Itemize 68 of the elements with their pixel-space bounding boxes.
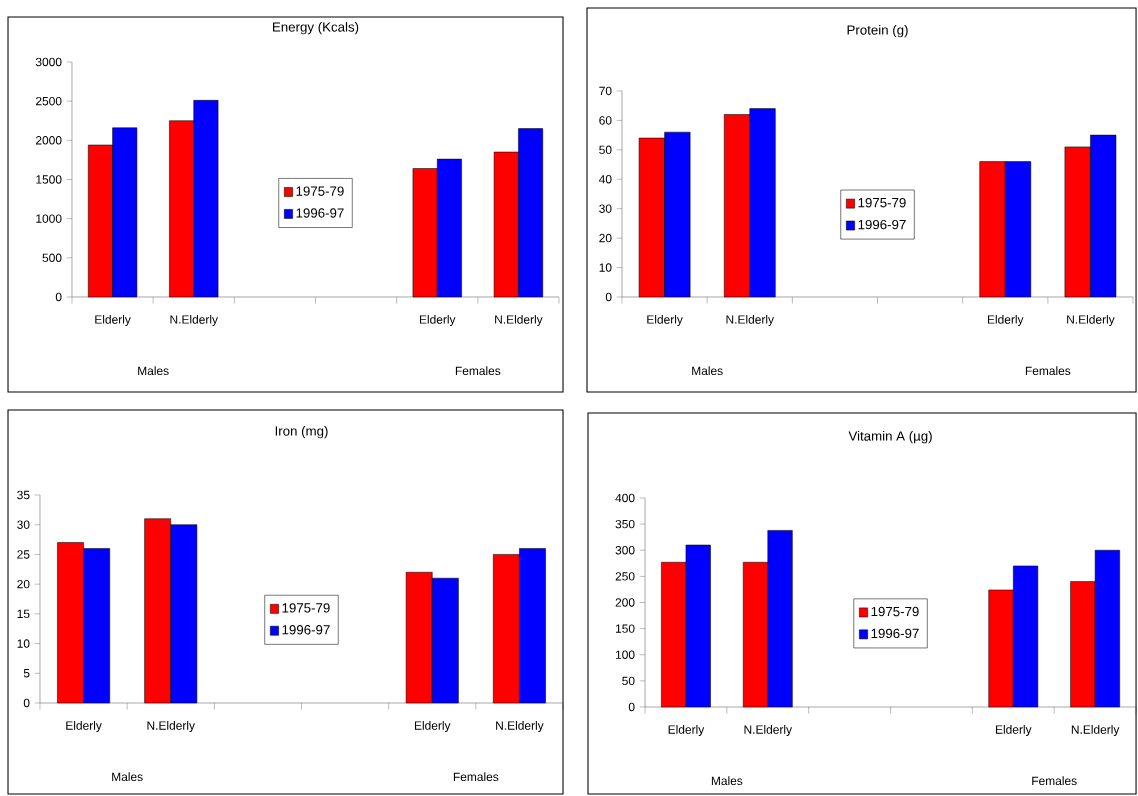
y-tick-label: 30 <box>599 204 612 213</box>
text: Females <box>453 772 499 782</box>
y-tick-label: 70 <box>599 86 612 96</box>
x-tick-label: N.Elderly <box>496 720 544 733</box>
x-tick-label: Elderly <box>647 314 683 327</box>
chart-title: Vitamin A (µg) <box>848 430 932 444</box>
y-tick-label: 250 <box>615 572 635 581</box>
legend-label: 1975-79 <box>296 186 344 196</box>
y-tick-label: 10 <box>599 263 612 272</box>
text: Females <box>1032 776 1077 786</box>
y-tick-label: 50 <box>599 145 612 155</box>
x-tick-label: N.Elderly <box>1067 314 1115 327</box>
y-tick-label: 50 <box>622 676 635 686</box>
x-tick-label: Elderly <box>66 720 102 733</box>
y-tick-label: 300 <box>615 546 635 555</box>
y-tick-label: 0 <box>628 702 635 712</box>
y-tick-label: 10 <box>17 639 30 648</box>
text: Females <box>1025 366 1071 376</box>
text: Males <box>711 776 743 786</box>
x-tick-label: N.Elderly <box>147 720 195 733</box>
legend-label: 1975-79 <box>282 603 330 613</box>
y-tick-label: 5 <box>23 669 30 678</box>
y-tick-label: 350 <box>615 519 635 529</box>
x-tick-label: N.Elderly <box>744 724 792 737</box>
text: Males <box>112 772 143 782</box>
y-tick-label: 0 <box>23 698 30 708</box>
y-tick-label: 2000 <box>36 136 62 145</box>
text: Males <box>692 366 723 376</box>
y-tick-label: 100 <box>615 650 635 659</box>
y-tick-label: 30 <box>17 520 30 529</box>
y-tick-label: 1500 <box>36 175 62 184</box>
y-tick-label: 3000 <box>35 57 62 67</box>
legend-label: 1996-97 <box>858 219 906 230</box>
y-tick-label: 150 <box>615 624 635 633</box>
y-tick-label: 15 <box>17 609 30 619</box>
x-tick-label: Elderly <box>996 724 1032 737</box>
legend-label: 1975-79 <box>858 197 906 208</box>
x-tick-label: N.Elderly <box>726 314 774 327</box>
x-tick-label: Elderly <box>668 724 705 737</box>
chart-title: Energy (Kcals) <box>273 21 359 35</box>
legend-label: 1996-97 <box>282 625 330 635</box>
y-tick-label: 1000 <box>36 214 62 223</box>
y-tick-label: 400 <box>615 493 635 503</box>
y-tick-label: 25 <box>17 550 30 559</box>
y-tick-label: 200 <box>615 598 635 607</box>
y-tick-label: 0 <box>605 292 612 302</box>
legend-label: 1975-79 <box>871 606 919 617</box>
chart-title: Protein (g) <box>847 24 908 38</box>
x-tick-label: Elderly <box>95 314 131 327</box>
x-tick-label: N.Elderly <box>495 314 543 327</box>
text: Females <box>455 366 501 376</box>
x-tick-label: N.Elderly <box>1071 724 1120 737</box>
chart-title: Iron (mg) <box>275 425 328 439</box>
text: Males <box>138 366 169 376</box>
legend-label: 1996-97 <box>871 628 919 639</box>
legend-label: 1996-97 <box>296 208 344 218</box>
y-tick-label: 20 <box>599 233 612 243</box>
y-tick-label: 35 <box>17 490 30 500</box>
y-tick-label: 20 <box>17 579 30 589</box>
y-tick-label: 40 <box>598 175 612 184</box>
y-tick-label: 2500 <box>36 96 62 106</box>
x-tick-label: N.Elderly <box>170 314 218 327</box>
y-tick-label: 60 <box>599 116 612 125</box>
x-tick-label: Elderly <box>419 314 456 327</box>
x-tick-label: Elderly <box>414 720 451 733</box>
x-tick-label: Elderly <box>987 314 1024 327</box>
y-tick-label: 500 <box>42 253 62 263</box>
y-tick-label: 0 <box>55 292 62 302</box>
